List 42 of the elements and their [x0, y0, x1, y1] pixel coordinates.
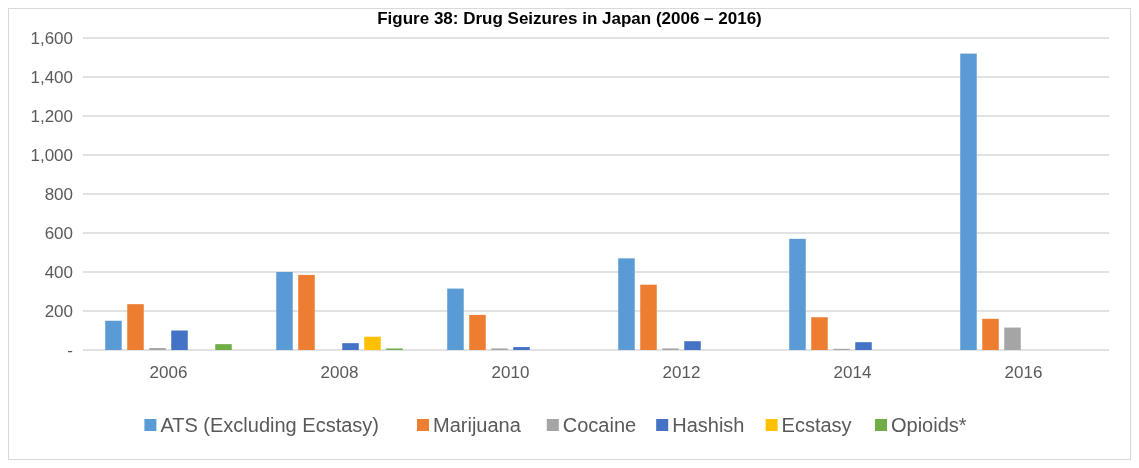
bar — [215, 344, 232, 350]
bar — [513, 347, 530, 350]
y-tick-label: 200 — [44, 301, 73, 321]
y-tick-label: 1,200 — [30, 106, 73, 126]
y-tick-label: 400 — [44, 262, 73, 282]
chart-title: Figure 38: Drug Seizures in Japan (2006 – 2016) — [377, 9, 762, 28]
bar — [960, 53, 977, 350]
bar — [342, 343, 359, 350]
bar — [171, 330, 188, 350]
bar — [298, 274, 315, 350]
x-tick-label: 2008 — [320, 363, 359, 382]
bar — [811, 317, 828, 350]
y-tick-label: 1,400 — [30, 67, 73, 87]
bar — [982, 318, 999, 350]
legend-label: Ecstasy — [781, 414, 852, 436]
legend-label: Marijuana — [433, 414, 522, 436]
x-tick-label: 2012 — [662, 363, 701, 382]
y-tick-label: 1,000 — [30, 145, 73, 165]
legend-label: Hashish — [672, 414, 745, 436]
bar — [127, 304, 144, 350]
bar — [640, 284, 657, 350]
bar — [684, 341, 701, 350]
legend-label: Cocaine — [562, 414, 637, 436]
x-tick-label: 2016 — [1004, 363, 1043, 382]
bar — [789, 238, 806, 350]
y-tick-label: 800 — [44, 184, 73, 204]
y-tick-label: 600 — [44, 223, 73, 243]
bar — [618, 258, 635, 350]
bar — [364, 336, 381, 350]
bar — [469, 314, 486, 350]
bar — [276, 272, 293, 350]
x-tick-label: 2006 — [149, 363, 188, 382]
bar — [447, 288, 464, 350]
legend-label: Opioids* — [891, 414, 967, 436]
x-tick-label: 2014 — [833, 363, 872, 382]
y-tick-label: - — [67, 340, 73, 360]
bar — [855, 342, 872, 350]
legend-label: ATS (Excluding Ecstasy) — [160, 414, 379, 436]
bar — [1004, 327, 1021, 350]
x-tick-label: 2010 — [491, 363, 530, 382]
y-tick-label: 1,600 — [30, 28, 73, 48]
bar — [105, 320, 122, 350]
